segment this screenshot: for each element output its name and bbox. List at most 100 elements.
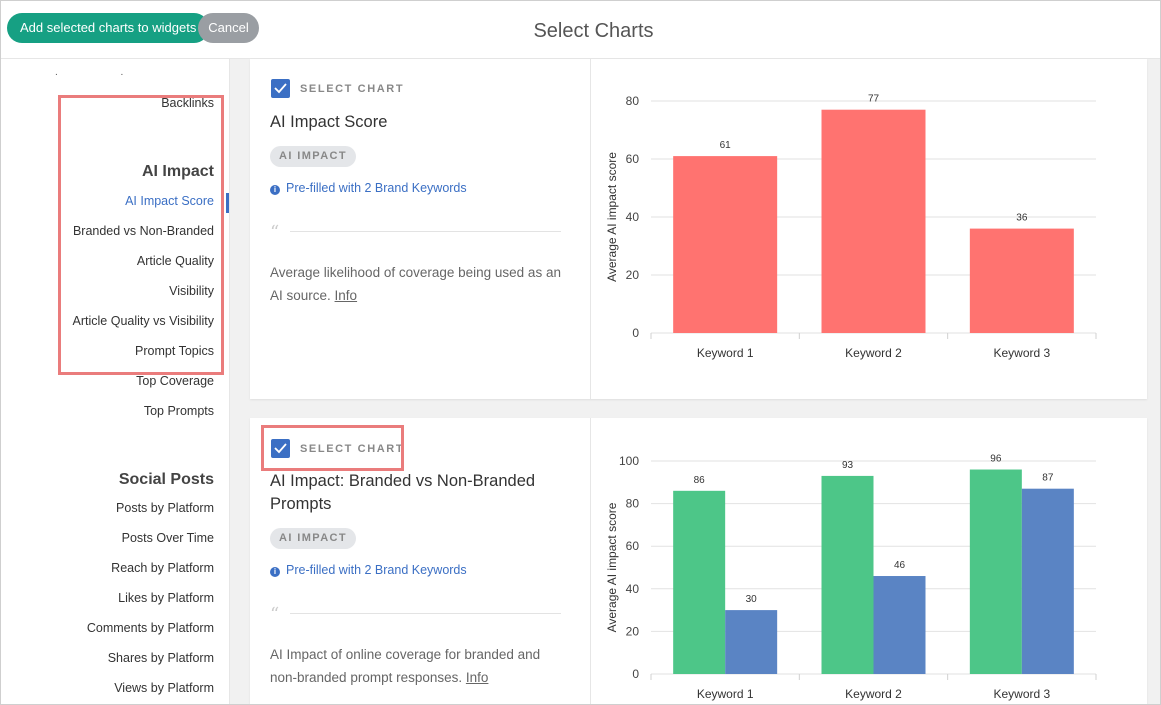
x-tick-label: Keyword 2 [845,687,902,701]
description-text: Average likelihood of coverage being use… [270,265,561,303]
y-tick-label: 80 [626,94,640,108]
y-tick-label: 0 [632,667,639,681]
description-divider: “ [270,222,561,243]
y-tick-label: 60 [626,539,640,553]
prefill-note: i Pre-filled with 2 Brand Keywords [270,181,467,195]
data-label: 93 [842,460,854,471]
active-item-marker [226,193,229,213]
data-label: 36 [1016,213,1028,224]
y-tick-label: 60 [626,152,640,166]
bar [673,156,778,333]
y-tick-label: 80 [626,497,640,511]
x-tick-label: Keyword 3 [993,346,1050,360]
data-label: 96 [990,454,1002,465]
prefill-note: i Pre-filled with 2 Brand Keywords [270,563,467,577]
select-chart-label[interactable]: SELECT CHART [300,83,405,95]
quote-icon: “ [270,604,280,625]
description-text: AI Impact of online coverage for branded… [270,647,541,685]
y-tick-label: 100 [619,454,639,468]
info-icon: i [270,567,280,577]
chart-card-info: SELECT CHART AI Impact Score AI IMPACT i… [250,59,591,399]
y-tick-label: 0 [632,326,639,340]
chart-category-sidebar[interactable]: . . Backlinks AI Impact AI Impact Score … [1,59,230,704]
checkmark-icon [274,443,287,454]
bar [1021,488,1074,674]
sidebar-item-prompt-topics[interactable]: Prompt Topics [135,344,214,358]
chart-list[interactable]: SELECT CHART AI Impact Score AI IMPACT i… [230,59,1160,704]
x-tick-label: Keyword 1 [697,687,754,701]
bar [821,475,874,674]
info-icon: i [270,185,280,195]
info-link[interactable]: Info [465,670,489,685]
select-chart-checkbox[interactable] [271,439,290,458]
sidebar-item-ai-impact-score[interactable]: AI Impact Score [125,194,214,208]
sidebar-item-shares-by-platform[interactable]: Shares by Platform [107,651,214,665]
sidebar-item-top-prompts[interactable]: Top Prompts [143,404,214,418]
sidebar-item-views-by-platform[interactable]: Views by Platform [114,681,214,695]
divider-line [290,231,561,232]
bar [725,610,778,674]
data-label: 46 [894,560,906,571]
sidebar-overflow-dots: . . [55,67,154,78]
highlight-box-select-chart [261,425,404,471]
chart-title: AI Impact: Branded vs Non-Branded Prompt… [270,472,536,513]
y-tick-label: 40 [626,210,640,224]
data-label: 87 [1042,473,1054,484]
highlight-box-ai-impact [58,95,224,375]
info-link[interactable]: Info [334,288,358,303]
add-selected-charts-button[interactable]: Add selected charts to widgets [7,13,210,43]
checkmark-icon [274,83,287,94]
sidebar-item-branded-vs-non-branded[interactable]: Branded vs Non-Branded [72,224,214,238]
sidebar-item-visibility[interactable]: Visibility [169,284,214,298]
chart-card-branded-vs-non-branded: SELECT CHART AI Impact: Branded vs Non-B… [250,418,1147,704]
sidebar-item-article-quality[interactable]: Article Quality [136,254,214,268]
page-title: Select Charts [533,20,654,42]
y-tick-label: 20 [626,624,640,638]
bar-chart-ai-impact-score: 0 20 40 60 80 Average AI impact score 61 Keywor… [605,94,1097,360]
data-label: 77 [868,94,880,105]
prefill-text: Pre-filled with 2 Brand Keywords [286,181,467,195]
chart-preview: 0 20 40 60 80 100 Average AI impact score 86 30 K… [591,418,1147,704]
bar [673,490,726,674]
sidebar-item-comments-by-platform[interactable]: Comments by Platform [86,621,214,635]
chart-description: Average likelihood of coverage being use… [270,261,570,307]
data-label: 30 [746,594,758,605]
chart-title: AI Impact Score [270,113,388,131]
x-tick-label: Keyword 3 [993,687,1050,701]
sidebar-item-backlinks[interactable]: Backlinks [161,96,214,110]
y-tick-label: 40 [626,582,640,596]
sidebar-item-article-quality-vs-visibility[interactable]: Article Quality vs Visibility [72,314,214,328]
sidebar-item-top-coverage[interactable]: Top Coverage [136,374,214,388]
bar [821,109,926,333]
y-tick-label: 20 [626,268,640,282]
divider-line [290,613,561,614]
data-label: 61 [720,140,732,151]
x-tick-label: Keyword 1 [697,346,754,360]
x-tick-label: Keyword 2 [845,346,902,360]
select-chart-label[interactable]: SELECT CHART [300,443,405,455]
header-bar: Add selected charts to widgets Cancel Se… [1,1,1160,59]
bar [873,576,926,674]
select-chart-checkbox[interactable] [271,79,290,98]
chart-preview: 0 20 40 60 80 Average AI impact score 61 Keywor… [591,59,1147,399]
prefill-text: Pre-filled with 2 Brand Keywords [286,563,467,577]
category-badge: AI IMPACT [270,528,357,549]
sidebar-item-likes-by-platform[interactable]: Likes by Platform [118,591,214,605]
grouped-bar-chart-branded-vs-non-branded: 0 20 40 60 80 100 Average AI impact score 86 30 K… [605,454,1097,701]
description-divider: “ [270,604,561,625]
chart-description: AI Impact of online coverage for branded… [270,643,570,689]
category-badge: AI IMPACT [270,146,357,167]
y-axis-label: Average AI impact score [605,152,619,282]
sidebar-item-posts-by-platform[interactable]: Posts by Platform [116,501,214,515]
sidebar-item-reach-by-platform[interactable]: Reach by Platform [111,561,214,575]
bar [969,228,1074,333]
sidebar-item-posts-over-time[interactable]: Posts Over Time [121,531,214,545]
y-axis-label: Average AI impact score [605,502,619,632]
sidebar-heading-social-posts: Social Posts [118,471,214,488]
chart-card-ai-impact-score: SELECT CHART AI Impact Score AI IMPACT i… [250,59,1147,399]
cancel-button[interactable]: Cancel [198,13,259,43]
sidebar-heading-ai-impact: AI Impact [141,163,214,180]
quote-icon: “ [270,222,280,243]
bar [969,469,1022,674]
